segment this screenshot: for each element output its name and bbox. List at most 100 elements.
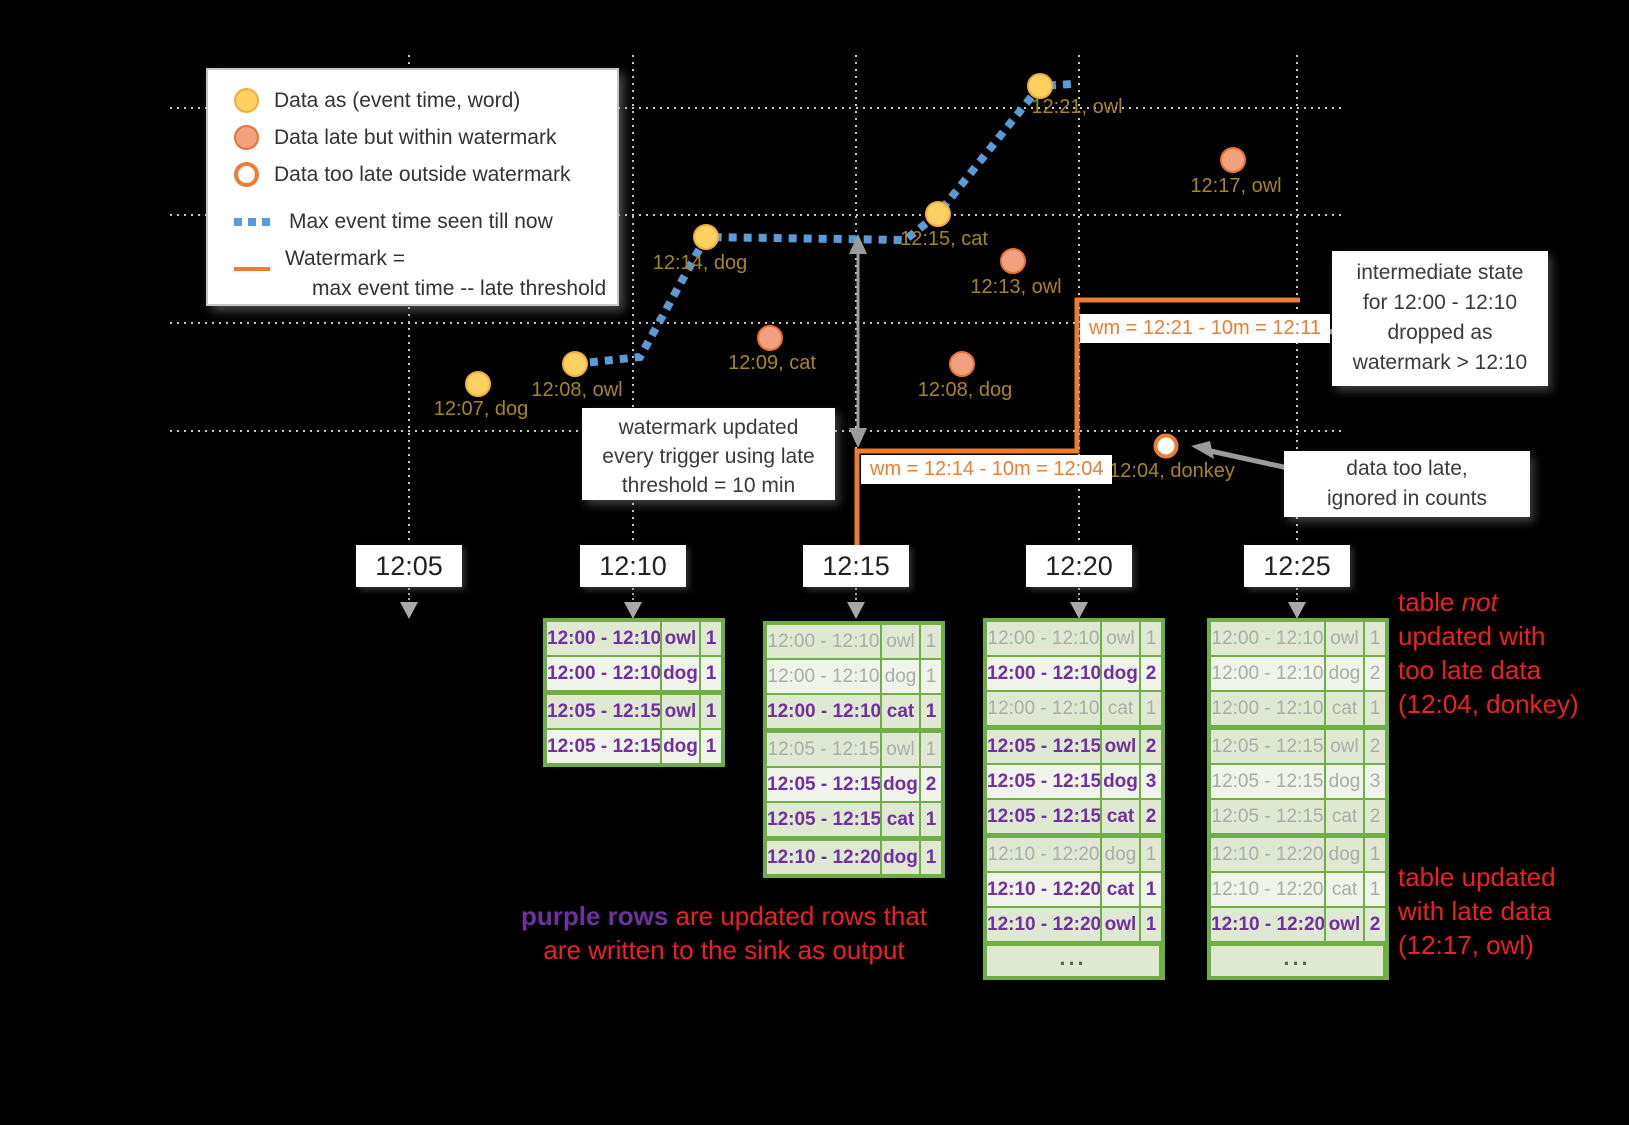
cell-count: 1	[1141, 838, 1161, 871]
cell-count: 2	[1365, 800, 1385, 833]
table-row-ellipsis: ...	[1211, 946, 1385, 976]
cell-window: 12:05 - 12:15	[1211, 730, 1324, 763]
cell-window: 12:05 - 12:15	[547, 695, 660, 728]
legend-label-watermark-formula: max event time -- late threshold	[312, 277, 607, 300]
cell-word: owl	[662, 622, 699, 655]
note-line: (12:17, owl)	[1398, 930, 1534, 960]
callout-intermediate-state: intermediate state for 12:00 - 12:10 dro…	[1332, 251, 1548, 386]
watermark-formula-1: wm = 12:14 - 10m = 12:04	[861, 455, 1113, 484]
callout-line: intermediate state	[1356, 261, 1524, 284]
legend-item-late: Data late but within watermark	[234, 119, 617, 156]
data-point-late	[1220, 147, 1246, 173]
cell-count: 1	[1365, 873, 1385, 906]
cell-word: owl	[1326, 730, 1363, 763]
toolate-dot-icon	[234, 162, 259, 187]
late-dot-icon	[234, 125, 259, 150]
cell-window: 12:10 - 12:20	[767, 841, 880, 874]
table-row: 12:00 - 12:10 dog 1	[767, 660, 941, 693]
data-point-label: 12:08, owl	[531, 379, 623, 401]
table-row: 12:00 - 12:10 dog 2	[987, 657, 1161, 690]
cell-count: 1	[701, 730, 721, 763]
legend-item-max-event-time: Max event time seen till now	[234, 203, 617, 240]
cell-window: 12:05 - 12:15	[987, 730, 1100, 763]
cell-word: owl	[882, 733, 919, 766]
cell-count: 1	[701, 657, 721, 690]
note-purple-rows: purple rows are updated rows that are wr…	[503, 899, 945, 967]
callout-line: watermark > 12:10	[1352, 351, 1528, 374]
cell-count: 1	[701, 622, 721, 655]
table-row: 12:10 - 12:20 dog 1	[1211, 838, 1385, 871]
cell-window: 12:05 - 12:15	[987, 765, 1100, 798]
ellipsis-cell: ...	[987, 946, 1159, 976]
trigger-time-12-20: 12:20	[1026, 545, 1132, 587]
result-table-12:25: 12:00 - 12:10 owl 1 12:00 - 12:10 dog 2 12:00 …	[1207, 618, 1389, 980]
table-row: 12:00 - 12:10 dog 1	[547, 657, 721, 690]
cell-window: 12:05 - 12:15	[547, 730, 660, 763]
cell-count: 1	[1141, 873, 1161, 906]
callout-line: watermark updated	[618, 416, 799, 439]
table-row: 12:05 - 12:15 cat 2	[1211, 800, 1385, 833]
table-row: 12:00 - 12:10 owl 1	[767, 625, 941, 658]
cell-count: 2	[1141, 800, 1161, 833]
trigger-arrows	[400, 588, 1306, 619]
callout-line: threshold = 10 min	[621, 474, 796, 497]
cell-window: 12:00 - 12:10	[547, 622, 660, 655]
cell-word: owl	[1326, 622, 1363, 655]
cell-window: 12:00 - 12:10	[987, 657, 1100, 690]
data-point-label: 12:07, dog	[433, 398, 529, 420]
data-point-label: 12:08, dog	[917, 379, 1013, 401]
cell-window: 12:00 - 12:10	[767, 625, 880, 658]
cell-word: dog	[882, 660, 919, 693]
table-row: 12:00 - 12:10 cat 1	[1211, 692, 1385, 725]
legend-item-ontime: Data as (event time, word)	[234, 82, 617, 119]
ellipsis-cell: ...	[1211, 946, 1383, 976]
cell-window: 12:00 - 12:10	[1211, 692, 1324, 725]
cell-word: dog	[1326, 765, 1363, 798]
cell-word: dog	[1102, 838, 1139, 871]
note-line: with late data	[1398, 896, 1552, 926]
cell-word: cat	[1102, 692, 1139, 725]
trigger-time-12-10: 12:10	[580, 545, 686, 587]
table-row: 12:05 - 12:15 cat 1	[767, 803, 941, 836]
data-point-label: 12:04, donkey	[1109, 460, 1235, 482]
callout-line: for 12:00 - 12:10	[1362, 291, 1518, 314]
cell-word: dog	[1326, 838, 1363, 871]
cell-word: dog	[882, 841, 919, 874]
data-point-label: 12:17, owl	[1190, 175, 1282, 197]
cell-word: owl	[1102, 730, 1139, 763]
callout-line: every trigger using late	[602, 445, 815, 468]
callout-data-too-late: data too late, ignored in counts	[1284, 451, 1530, 517]
cell-word: owl	[882, 625, 919, 658]
cell-word: dog	[662, 657, 699, 690]
data-point-label: 12:09, cat	[728, 352, 816, 374]
cell-window: 12:00 - 12:10	[1211, 657, 1324, 690]
cell-window: 12:05 - 12:15	[767, 803, 880, 836]
result-table-12:10: 12:00 - 12:10 owl 1 12:00 - 12:10 dog 1 12:05 …	[543, 618, 725, 767]
cell-window: 12:00 - 12:10	[767, 695, 880, 728]
cell-window: 12:10 - 12:20	[987, 873, 1100, 906]
cell-word: dog	[1102, 765, 1139, 798]
cell-count: 1	[921, 695, 941, 728]
callout-line: ignored in counts	[1327, 487, 1487, 510]
data-point-late	[949, 351, 975, 377]
table-row: 12:05 - 12:15 cat 2	[987, 800, 1161, 833]
cell-count: 3	[1365, 765, 1385, 798]
note-line: updated with	[1398, 621, 1546, 651]
cell-window: 12:05 - 12:15	[1211, 765, 1324, 798]
cell-word: cat	[1326, 800, 1363, 833]
result-table-12:15: 12:00 - 12:10 owl 1 12:00 - 12:10 dog 1 12:00 …	[763, 621, 945, 878]
cell-count: 1	[1365, 692, 1385, 725]
cell-count: 2	[1141, 730, 1161, 763]
data-point-label: 12:15, cat	[900, 228, 988, 250]
cell-count: 1	[1141, 908, 1161, 941]
legend-label: Data too late outside watermark	[274, 162, 571, 186]
note-line: too late data	[1398, 655, 1542, 685]
table-row: 12:10 - 12:20 cat 1	[1211, 873, 1385, 906]
cell-count: 1	[921, 841, 941, 874]
watermark-formula-2: wm = 12:21 - 10m = 12:11	[1080, 314, 1330, 343]
note-line: purple rows are updated rows that	[520, 901, 928, 931]
table-row: 12:10 - 12:20 dog 1	[987, 838, 1161, 871]
table-row: 12:10 - 12:20 dog 1	[767, 841, 941, 874]
cell-word: dog	[1102, 657, 1139, 690]
table-row: 12:05 - 12:15 dog 3	[1211, 765, 1385, 798]
